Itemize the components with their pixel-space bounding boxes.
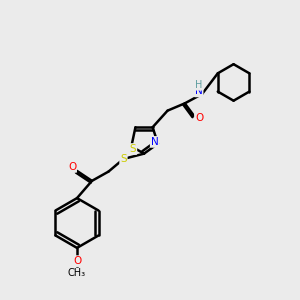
- Text: S: S: [130, 144, 136, 154]
- Text: N: N: [195, 86, 202, 96]
- Text: O: O: [73, 256, 81, 266]
- Text: S: S: [120, 154, 127, 164]
- Text: H: H: [195, 80, 202, 90]
- Text: CH₃: CH₃: [68, 268, 86, 278]
- Text: O: O: [68, 162, 76, 172]
- Text: N: N: [151, 137, 158, 147]
- Text: O: O: [195, 112, 203, 123]
